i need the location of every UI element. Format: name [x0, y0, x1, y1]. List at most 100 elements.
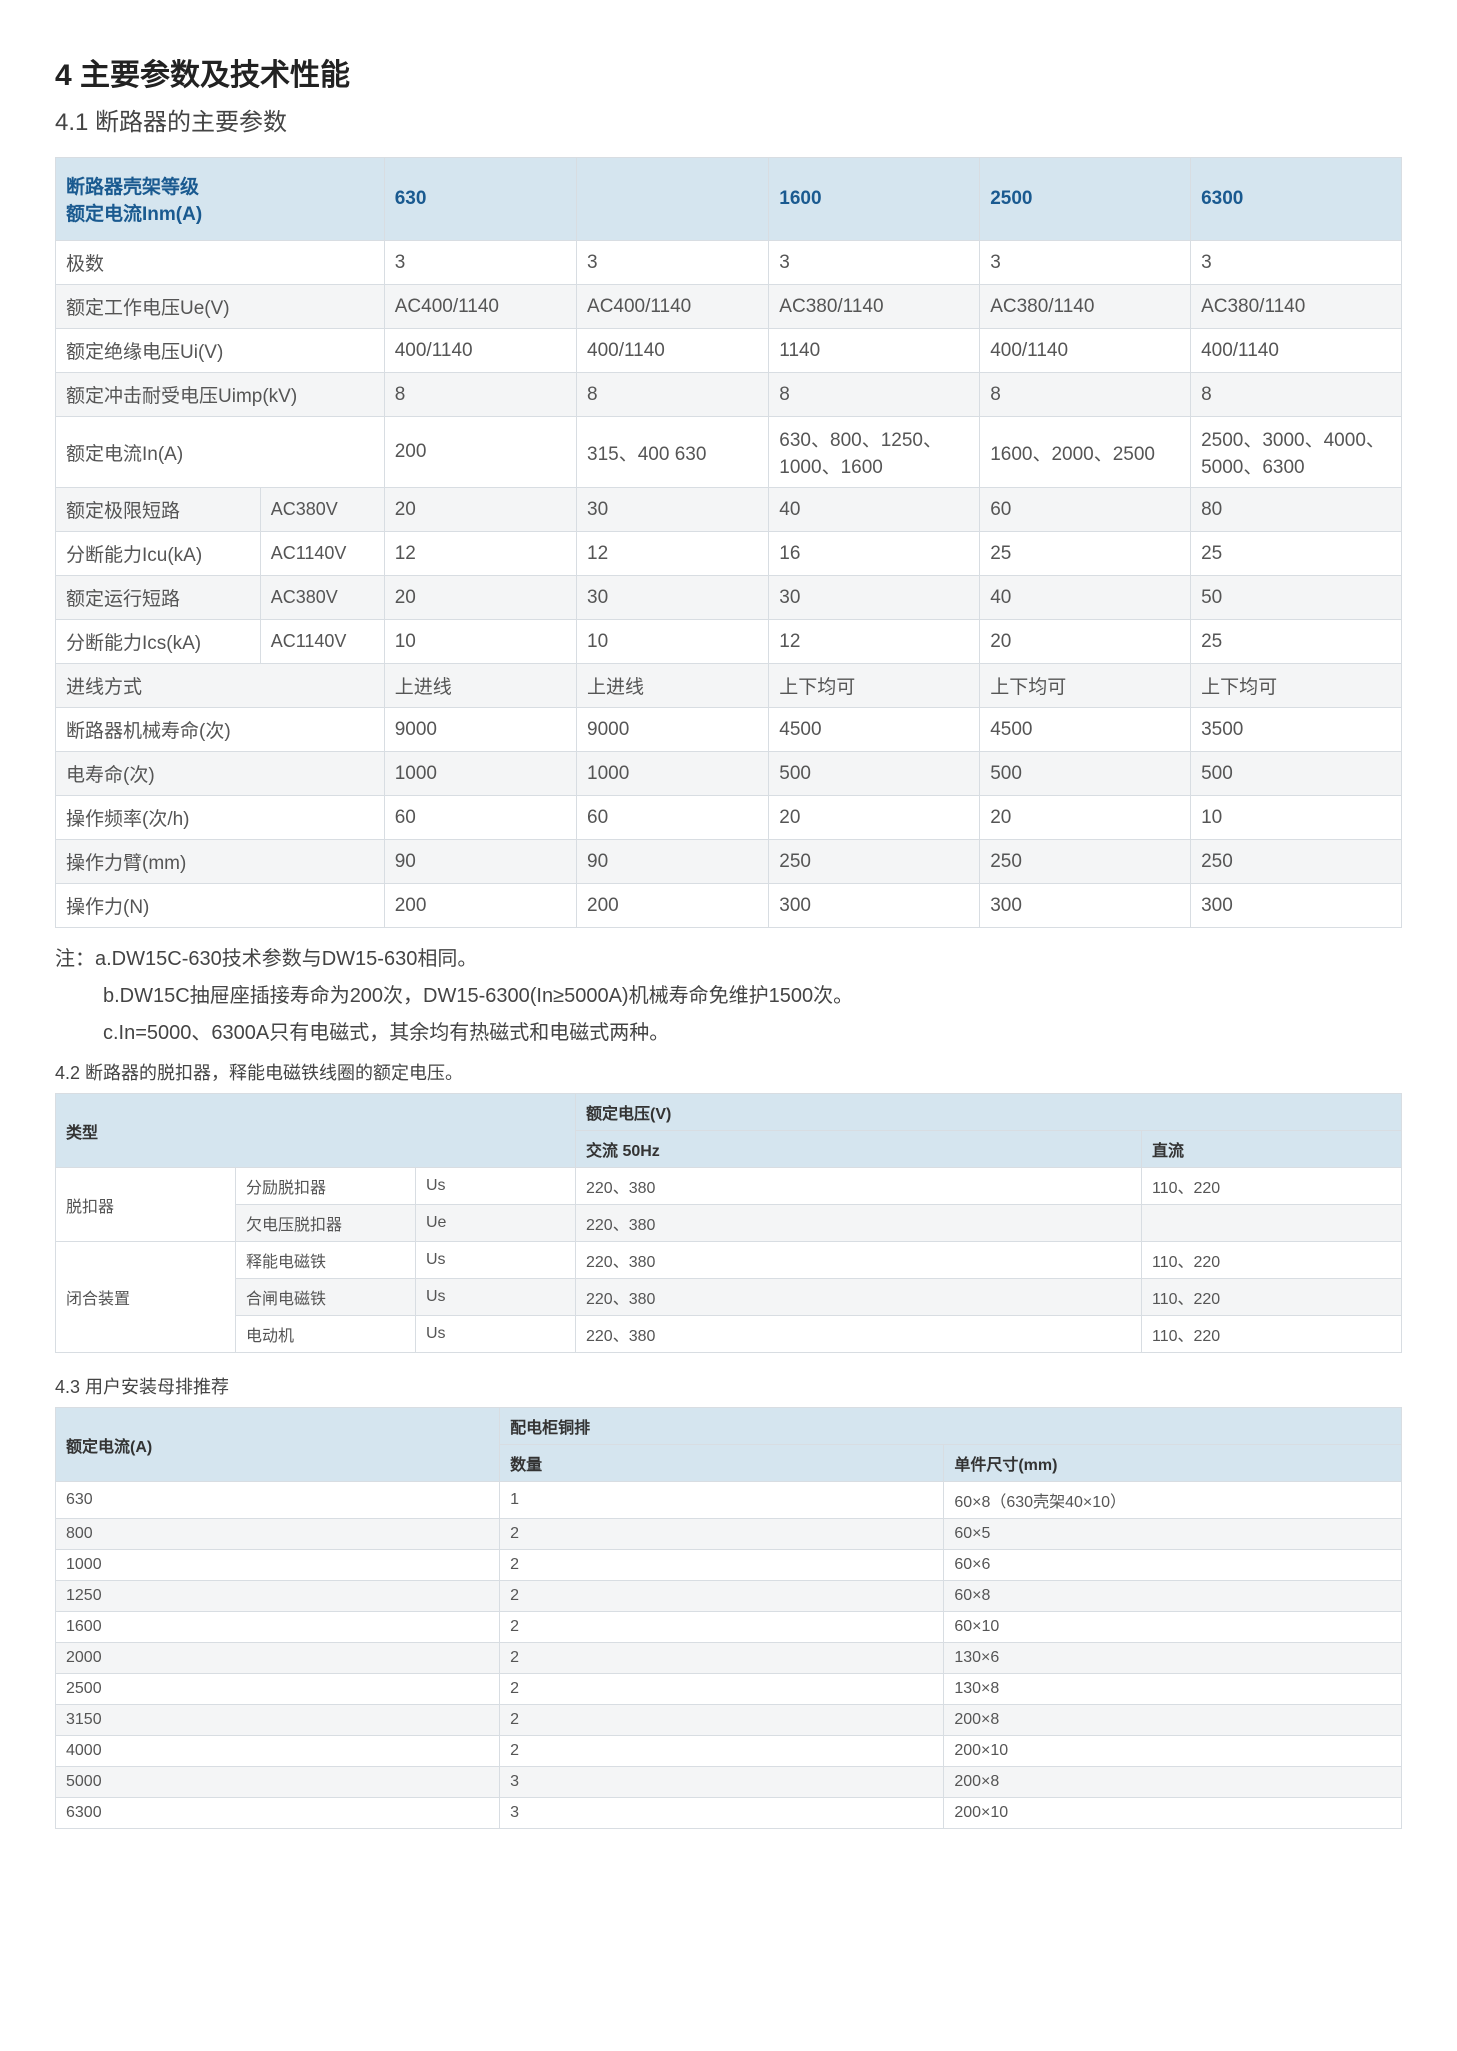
t1-label-uimp: 额定冲击耐受电压Uimp(kV) [56, 373, 385, 417]
t1-header-label-l1: 断路器壳架等级 [66, 177, 199, 198]
t2-cell: 合闸电磁铁 [236, 1279, 416, 1316]
t1-label-ics-l2: 分断能力Ics(kA) [56, 620, 261, 664]
table-row: 25002130×8 [56, 1674, 1402, 1705]
table-row: 额定冲击耐受电压Uimp(kV) 8 8 8 8 8 [56, 373, 1402, 417]
t2-hdr-ac: 交流 50Hz [576, 1131, 1142, 1168]
t1-cell: 上进线 [577, 664, 769, 708]
table-row: 额定运行短路 AC380V 20 30 30 40 50 [56, 576, 1402, 620]
t1-cell: 60 [577, 796, 769, 840]
t1-cell: 60 [384, 796, 576, 840]
table-row: 电动机 Us 220、380 110、220 [56, 1316, 1402, 1353]
table-row: 脱扣器 分励脱扣器 Us 220、380 110、220 [56, 1168, 1402, 1205]
t1-sub-380: AC380V [260, 488, 384, 532]
t1-cell: 8 [980, 373, 1191, 417]
table-row: 额定极限短路 AC380V 20 30 40 60 80 [56, 488, 1402, 532]
t1-cell: 1600、2000、2500 [980, 417, 1191, 488]
t1-cell: 40 [980, 576, 1191, 620]
t1-cell: 500 [1191, 752, 1402, 796]
t1-cell: 16 [769, 532, 980, 576]
t3-cell: 200×8 [944, 1767, 1402, 1798]
table-row: 20002130×6 [56, 1643, 1402, 1674]
t3-cell: 1600 [56, 1612, 500, 1643]
t3-cell: 60×6 [944, 1550, 1402, 1581]
trip-voltage-table: 类型 额定电压(V) 交流 50Hz 直流 脱扣器 分励脱扣器 Us 220、3… [55, 1093, 1402, 1353]
t1-label-ue: 额定工作电压Ue(V) [56, 285, 385, 329]
t1-cell: 9000 [384, 708, 576, 752]
t3-cell: 2 [500, 1612, 944, 1643]
t1-cell: 250 [1191, 840, 1402, 884]
t3-cell: 800 [56, 1519, 500, 1550]
t1-cell: 200 [384, 417, 576, 488]
t1-cell: AC380/1140 [980, 285, 1191, 329]
t1-cell: 30 [577, 488, 769, 532]
t1-label-arm: 操作力臂(mm) [56, 840, 385, 884]
t2-cell: 220、380 [576, 1279, 1142, 1316]
table-row: 额定电流In(A) 200 315、400 630 630、800、1250、1… [56, 417, 1402, 488]
t1-header-label: 断路器壳架等级 额定电流Inm(A) [56, 158, 385, 241]
t1-label-elife: 电寿命(次) [56, 752, 385, 796]
t1-label-mechlife: 断路器机械寿命(次) [56, 708, 385, 752]
t3-cell: 2 [500, 1581, 944, 1612]
t1-cell: 12 [577, 532, 769, 576]
t1-cell: 630、800、1250、1000、1600 [769, 417, 980, 488]
t1-col-630: 630 [384, 158, 576, 241]
table-row: 进线方式 上进线 上进线 上下均可 上下均可 上下均可 [56, 664, 1402, 708]
t2-cell: 220、380 [576, 1242, 1142, 1279]
t1-cell: 25 [1191, 620, 1402, 664]
t1-label-ics-l1: 额定运行短路 [56, 576, 261, 620]
t2-cell [1142, 1205, 1402, 1242]
t2-cell: Ue [416, 1205, 576, 1242]
t1-cell: 3500 [1191, 708, 1402, 752]
table-row: 电寿命(次) 1000 1000 500 500 500 [56, 752, 1402, 796]
t2-group-close: 闭合装置 [56, 1242, 236, 1353]
t3-cell: 60×10 [944, 1612, 1402, 1643]
t2-cell: Us [416, 1242, 576, 1279]
t1-cell: AC380/1140 [769, 285, 980, 329]
subsection-41-title: 4.1 断路器的主要参数 [55, 102, 1402, 137]
t3-cell: 2 [500, 1643, 944, 1674]
table-row: 1000260×6 [56, 1550, 1402, 1581]
table-row: 操作频率(次/h) 60 60 20 20 10 [56, 796, 1402, 840]
t1-cell: 4500 [980, 708, 1191, 752]
t1-cell: 8 [1191, 373, 1402, 417]
table-row: 1600260×10 [56, 1612, 1402, 1643]
table-row: 合闸电磁铁 Us 220、380 110、220 [56, 1279, 1402, 1316]
t1-cell: 上下均可 [1191, 664, 1402, 708]
t3-hdr-qty: 数量 [500, 1445, 944, 1482]
table-row: 额定绝缘电压Ui(V) 400/1140 400/1140 1140 400/1… [56, 329, 1402, 373]
t1-cell: 250 [980, 840, 1191, 884]
t1-cell: 3 [980, 241, 1191, 285]
t1-col-1600: 1600 [769, 158, 980, 241]
t2-cell: 欠电压脱扣器 [236, 1205, 416, 1242]
table-row: 分断能力Ics(kA) AC1140V 10 10 12 20 25 [56, 620, 1402, 664]
t3-cell: 2 [500, 1736, 944, 1767]
t3-cell: 2 [500, 1674, 944, 1705]
t1-cell: 1000 [577, 752, 769, 796]
t1-cell: 8 [577, 373, 769, 417]
t1-cell: 315、400 630 [577, 417, 769, 488]
main-params-table: 断路器壳架等级 额定电流Inm(A) 630 1600 2500 6300 极数… [55, 157, 1402, 928]
t1-cell: 25 [1191, 532, 1402, 576]
t3-hdr-busbar: 配电柜铜排 [500, 1408, 1402, 1445]
t1-cell: 200 [384, 884, 576, 928]
t1-cell: 500 [769, 752, 980, 796]
t2-hdr-type: 类型 [56, 1094, 576, 1168]
t1-cell: 1000 [384, 752, 576, 796]
t1-cell: 4500 [769, 708, 980, 752]
t1-sub-1140b: AC1140V [260, 620, 384, 664]
busbar-table: 额定电流(A) 配电柜铜排 数量 单件尺寸(mm) 630160×8（630壳架… [55, 1407, 1402, 1829]
t1-cell: 2500、3000、4000、5000、6300 [1191, 417, 1402, 488]
t3-cell: 6300 [56, 1798, 500, 1829]
t3-cell: 130×6 [944, 1643, 1402, 1674]
t2-cell: 分励脱扣器 [236, 1168, 416, 1205]
table-row: 操作力(N) 200 200 300 300 300 [56, 884, 1402, 928]
table-row: 极数 3 3 3 3 3 [56, 241, 1402, 285]
table-row: 40002200×10 [56, 1736, 1402, 1767]
t1-cell: 12 [769, 620, 980, 664]
t1-cell: 3 [577, 241, 769, 285]
t2-hdr-dc: 直流 [1142, 1131, 1402, 1168]
t2-cell: 220、380 [576, 1168, 1142, 1205]
t1-cell: 500 [980, 752, 1191, 796]
t1-sub-1140: AC1140V [260, 532, 384, 576]
t3-cell: 200×10 [944, 1798, 1402, 1829]
